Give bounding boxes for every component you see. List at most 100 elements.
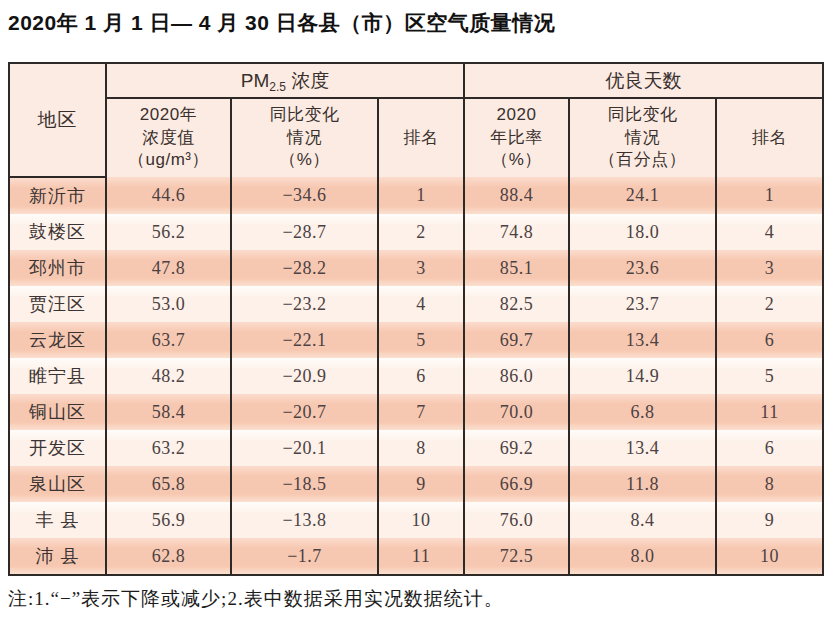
good-rank-cell: 11 (716, 394, 823, 430)
table-row: 鼓楼区 56.2 −28.7 2 74.8 18.0 4 (9, 214, 823, 250)
pm-change-cell: −34.6 (231, 177, 378, 214)
pm-rank-cell: 11 (378, 538, 464, 575)
header-region: 地区 (9, 63, 106, 177)
pm-value-cell: 56.9 (106, 502, 231, 538)
pm-change-cell: −18.5 (231, 466, 378, 502)
region-cell: 铜山区 (9, 394, 106, 430)
good-rank-cell: 6 (716, 430, 823, 466)
table-body: 新沂市 44.6 −34.6 1 88.4 24.1 1 鼓楼区 56.2 −2… (9, 177, 823, 575)
good-change-cell: 18.0 (569, 214, 716, 250)
table-row: 丰 县 56.9 −13.8 10 76.0 8.4 9 (9, 502, 823, 538)
pm-change-cell: −1.7 (231, 538, 378, 575)
pm-change-cell: −23.2 (231, 286, 378, 322)
pm-rank-cell: 1 (378, 177, 464, 214)
page-title: 2020年 1 月 1 日— 4 月 30 日各县（市）区空气质量情况 (8, 9, 555, 37)
good-change-cell: 11.8 (569, 466, 716, 502)
pm-value-cell: 48.2 (106, 358, 231, 394)
region-cell: 睢宁县 (9, 358, 106, 394)
pm-rank-cell: 10 (378, 502, 464, 538)
pm-change-cell: −20.7 (231, 394, 378, 430)
pm-value-cell: 65.8 (106, 466, 231, 502)
header-good-change: 同比变化 情况 （百分点） (569, 98, 716, 177)
good-change-cell: 13.4 (569, 430, 716, 466)
pm-value-cell: 63.2 (106, 430, 231, 466)
pm-change-cell: −20.9 (231, 358, 378, 394)
good-rank-cell: 1 (716, 177, 823, 214)
good-ratio-cell: 82.5 (464, 286, 569, 322)
good-change-cell: 24.1 (569, 177, 716, 214)
pm-value-cell: 62.8 (106, 538, 231, 575)
region-cell: 贾汪区 (9, 286, 106, 322)
table-row: 开发区 63.2 −20.1 8 69.2 13.4 6 (9, 430, 823, 466)
table-row: 睢宁县 48.2 −20.9 6 86.0 14.9 5 (9, 358, 823, 394)
header-good-rank: 排名 (716, 98, 823, 177)
pm-rank-cell: 3 (378, 250, 464, 286)
good-rank-cell: 3 (716, 250, 823, 286)
table-row: 云龙区 63.7 −22.1 5 69.7 13.4 6 (9, 322, 823, 358)
pm-rank-cell: 9 (378, 466, 464, 502)
table-row: 贾汪区 53.0 −23.2 4 82.5 23.7 2 (9, 286, 823, 322)
good-ratio-cell: 74.8 (464, 214, 569, 250)
pm-rank-cell: 2 (378, 214, 464, 250)
good-rank-cell: 8 (716, 466, 823, 502)
good-ratio-cell: 66.9 (464, 466, 569, 502)
region-cell: 新沂市 (9, 177, 106, 214)
pm-label-prefix: PM (241, 70, 270, 91)
good-rank-cell: 4 (716, 214, 823, 250)
page: 2020年 1 月 1 日— 4 月 30 日各县（市）区空气质量情况 地区 P… (0, 0, 825, 620)
pm-value-cell: 47.8 (106, 250, 231, 286)
header-pm-value: 2020年 浓度值 （ug/m³） (106, 98, 231, 177)
good-rank-cell: 6 (716, 322, 823, 358)
good-rank-cell: 10 (716, 538, 823, 575)
pm-change-cell: −22.1 (231, 322, 378, 358)
pm-label-suffix: 浓度 (286, 70, 329, 91)
table-row: 沛 县 62.8 −1.7 11 72.5 8.0 10 (9, 538, 823, 575)
good-ratio-cell: 69.7 (464, 322, 569, 358)
pm-value-cell: 53.0 (106, 286, 231, 322)
good-change-cell: 13.4 (569, 322, 716, 358)
pm-value-cell: 58.4 (106, 394, 231, 430)
pm-change-cell: −13.8 (231, 502, 378, 538)
pm-label-subscript: 2.5 (269, 80, 286, 94)
good-change-cell: 23.7 (569, 286, 716, 322)
good-ratio-cell: 69.2 (464, 430, 569, 466)
good-change-cell: 14.9 (569, 358, 716, 394)
pm-rank-cell: 8 (378, 430, 464, 466)
good-change-cell: 23.6 (569, 250, 716, 286)
good-ratio-cell: 76.0 (464, 502, 569, 538)
pm-rank-cell: 4 (378, 286, 464, 322)
good-change-cell: 6.8 (569, 394, 716, 430)
pm-change-cell: −20.1 (231, 430, 378, 466)
region-cell: 邳州市 (9, 250, 106, 286)
good-change-cell: 8.4 (569, 502, 716, 538)
good-ratio-cell: 86.0 (464, 358, 569, 394)
good-rank-cell: 9 (716, 502, 823, 538)
good-rank-cell: 2 (716, 286, 823, 322)
good-change-cell: 8.0 (569, 538, 716, 575)
header-group-pm25: PM2.5 浓度 (106, 63, 464, 98)
region-cell: 开发区 (9, 430, 106, 466)
table-header: 地区 PM2.5 浓度 优良天数 2020年 浓度值 （ug/m³） 同比变化 … (9, 63, 823, 177)
table-row: 泉山区 65.8 −18.5 9 66.9 11.8 8 (9, 466, 823, 502)
good-ratio-cell: 72.5 (464, 538, 569, 575)
table-row: 铜山区 58.4 −20.7 7 70.0 6.8 11 (9, 394, 823, 430)
region-cell: 泉山区 (9, 466, 106, 502)
good-rank-cell: 5 (716, 358, 823, 394)
air-quality-table: 地区 PM2.5 浓度 优良天数 2020年 浓度值 （ug/m³） 同比变化 … (8, 62, 824, 576)
pm-value-cell: 44.6 (106, 177, 231, 214)
region-cell: 鼓楼区 (9, 214, 106, 250)
pm-change-cell: −28.7 (231, 214, 378, 250)
header-good-ratio: 2020 年比率 （%） (464, 98, 569, 177)
pm-rank-cell: 5 (378, 322, 464, 358)
region-cell: 丰 县 (9, 502, 106, 538)
region-cell: 云龙区 (9, 322, 106, 358)
header-pm-change: 同比变化 情况 （%） (231, 98, 378, 177)
pm-value-cell: 56.2 (106, 214, 231, 250)
header-pm-rank: 排名 (378, 98, 464, 177)
good-ratio-cell: 70.0 (464, 394, 569, 430)
pm-rank-cell: 7 (378, 394, 464, 430)
pm-value-cell: 63.7 (106, 322, 231, 358)
good-ratio-cell: 85.1 (464, 250, 569, 286)
table-row: 新沂市 44.6 −34.6 1 88.4 24.1 1 (9, 177, 823, 214)
footnote: 注:1.“−”表示下降或减少;2.表中数据采用实况数据统计。 (8, 586, 504, 612)
